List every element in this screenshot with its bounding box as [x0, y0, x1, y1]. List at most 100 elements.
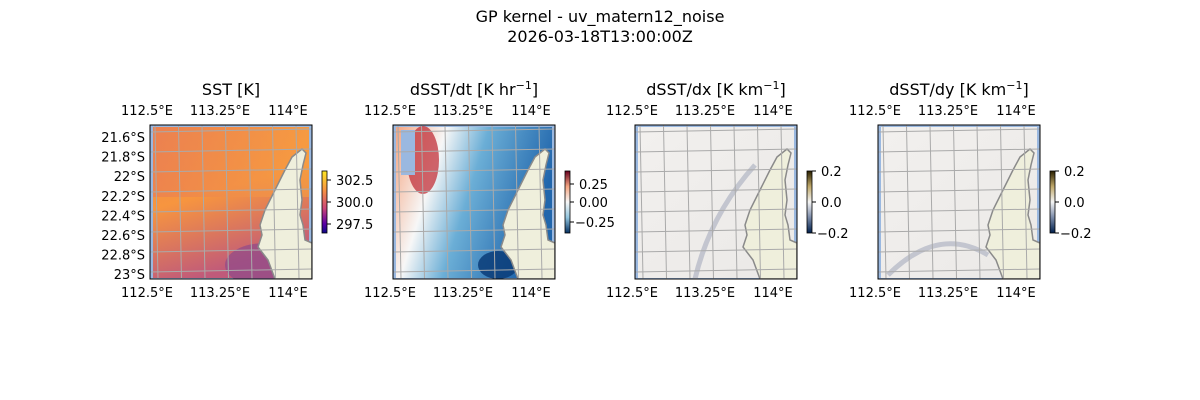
colorbar-tick-label: 0.0 — [821, 196, 842, 211]
map-area — [635, 125, 797, 279]
lat-tick-label: 22.6°S — [101, 229, 145, 244]
gridline-parallel — [635, 148, 797, 153]
gridline-parallel — [878, 228, 1040, 233]
gridline-meridian — [515, 125, 519, 279]
gridline-meridian — [178, 125, 182, 279]
lon-tick-label: 112.5°E — [849, 286, 901, 301]
colorbar — [564, 170, 571, 234]
figure-title: GP kernel - uv_matern12_noise — [475, 7, 725, 26]
gridline-parallel — [635, 168, 797, 173]
gridline-meridian — [272, 125, 276, 279]
gridline-parallel — [150, 128, 312, 133]
colorbar-tick-label: −0.2 — [1060, 227, 1092, 242]
nodata-patch — [401, 130, 415, 175]
map-area — [150, 125, 312, 279]
gridline-parallel — [635, 268, 797, 273]
gridline-parallel — [393, 148, 555, 153]
lon-tick-label: 113.25°E — [675, 104, 735, 119]
colorbar — [806, 170, 813, 234]
colorbar-tick-label: 0.2 — [821, 165, 842, 180]
map-panel-3: dSST/dx [K km−1] 112.5°E 112.5°E 113.25°E 11… — [606, 79, 849, 301]
gridline-meridian — [639, 125, 644, 279]
gridline-parallel — [878, 148, 1040, 153]
title-superscript: −1 — [516, 79, 532, 92]
gridline-parallel — [878, 268, 1040, 273]
title-text: dSST/dt [K hr — [410, 80, 516, 99]
colorbar — [1049, 170, 1056, 234]
lon-tick-label: 113.25°E — [433, 286, 493, 301]
panel-title: dSST/dt [K hr−1] — [410, 79, 538, 99]
figure-timestamp: 2026-03-18T13:00:00Z — [507, 27, 693, 46]
lon-tick-label: 113.25°E — [918, 286, 978, 301]
gridline-parallel — [878, 208, 1040, 213]
lat-tick-label: 21.6°S — [101, 131, 145, 146]
gridline-parallel — [393, 228, 555, 233]
gradient-streak — [692, 163, 757, 279]
gridline-meridian — [491, 125, 496, 279]
gridline-parallel — [150, 248, 312, 253]
gridline-parallel — [150, 188, 312, 193]
map-panel-2: dSST/dt [K hr−1] 112.5°E 112.5°E 113.25°E 11… — [364, 79, 615, 301]
gridline-parallel — [150, 228, 312, 233]
cooling-patch — [478, 251, 518, 279]
gridline-meridian — [295, 125, 300, 279]
gridline-meridian — [1023, 125, 1028, 279]
title-text: SST [K] — [202, 80, 260, 99]
gridline-parallel — [878, 168, 1040, 173]
colorbar-tick-label: 297.5 — [336, 218, 373, 233]
panel-title: dSST/dx [K km−1] — [646, 79, 785, 99]
lat-tick-label: 22.2°S — [101, 190, 145, 205]
lat-tick-label: 22.4°S — [101, 209, 145, 224]
lat-tick-label: 22°S — [114, 170, 145, 185]
gridline-meridian — [906, 125, 910, 279]
lon-tick-label: 114°E — [511, 104, 551, 119]
gridline-parallel — [150, 208, 312, 213]
lon-tick-label: 112.5°E — [364, 286, 416, 301]
lon-tick-label: 114°E — [511, 286, 551, 301]
lon-tick-label: 113.25°E — [918, 104, 978, 119]
gridline-meridian — [882, 125, 887, 279]
lon-tick-label: 113.25°E — [675, 286, 735, 301]
colorbar — [321, 170, 328, 234]
panel-title: dSST/dy [K km−1] — [889, 79, 1028, 99]
map-panel-4: dSST/dy [K km−1] 112.5°E 112.5°E 113.25°E 11… — [849, 79, 1092, 301]
lon-tick-label: 112.5°E — [606, 286, 658, 301]
colorbar-tick-label: −0.2 — [817, 227, 849, 242]
gridline-parallel — [635, 208, 797, 213]
axes-frame — [149, 124, 313, 280]
gridline-meridian — [663, 125, 667, 279]
lon-tick-label: 114°E — [268, 104, 308, 119]
lon-tick-label: 113.25°E — [190, 104, 250, 119]
gridline-meridian — [757, 125, 761, 279]
lon-tick-label: 114°E — [268, 286, 308, 301]
colorbar-tick-label: 302.5 — [336, 174, 373, 189]
title-superscript: −1 — [763, 79, 779, 92]
lon-tick-label: 112.5°E — [121, 286, 173, 301]
lon-tick-label: 112.5°E — [121, 104, 173, 119]
title-end: ] — [1022, 80, 1028, 99]
lon-tick-label: 114°E — [996, 104, 1036, 119]
title-text: dSST/dx [K km — [646, 80, 763, 99]
title-end: ] — [532, 80, 538, 99]
gridline-meridian — [733, 125, 738, 279]
gridline-parallel — [150, 268, 312, 273]
gridline-parallel — [150, 148, 312, 153]
gridline-parallel — [635, 228, 797, 233]
gridline-parallel — [635, 248, 797, 253]
gridline-parallel — [878, 248, 1040, 253]
lon-tick-label: 112.5°E — [364, 104, 416, 119]
gridline-parallel — [878, 128, 1040, 133]
map-area — [393, 125, 555, 279]
gridline-parallel — [878, 188, 1040, 193]
title-superscript: −1 — [1006, 79, 1022, 92]
gridline-parallel — [393, 248, 555, 253]
axes-frame — [877, 124, 1041, 280]
title-text: dSST/dy [K km — [889, 80, 1006, 99]
gridline-meridian — [248, 125, 253, 279]
axes-frame — [392, 124, 556, 280]
gradient-streak — [886, 241, 990, 277]
colorbar-tick-label: 0.0 — [1064, 196, 1085, 211]
lon-tick-label: 114°E — [996, 286, 1036, 301]
